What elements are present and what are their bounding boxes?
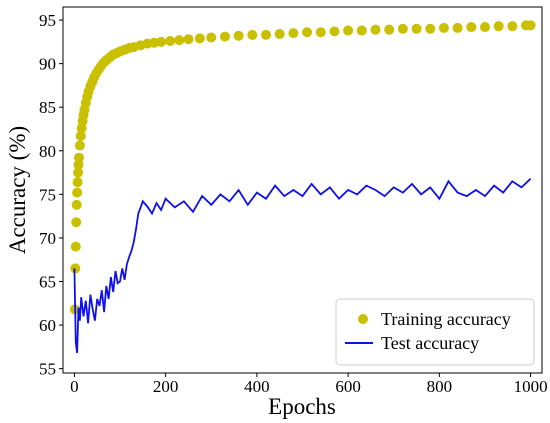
- training-accuracy-point: [384, 24, 395, 35]
- y-tick-label: 55: [39, 360, 56, 379]
- training-accuracy-point: [219, 31, 230, 42]
- x-axis-title: Epochs: [268, 394, 336, 419]
- y-tick-label: 90: [39, 55, 56, 74]
- training-accuracy-point: [288, 28, 299, 39]
- training-accuracy-point: [206, 32, 217, 43]
- x-tick-label: 1000: [514, 377, 548, 396]
- training-accuracy-point: [452, 22, 463, 33]
- training-accuracy-point: [72, 187, 83, 198]
- training-accuracy-point: [315, 27, 326, 38]
- x-tick-label: 200: [153, 377, 179, 396]
- y-tick-label: 70: [39, 229, 56, 248]
- training-accuracy-point: [70, 263, 81, 274]
- training-accuracy-point: [466, 22, 477, 33]
- training-accuracy-point: [507, 21, 518, 32]
- training-accuracy-point: [479, 22, 490, 33]
- y-axis-title: Accuracy (%): [5, 126, 30, 254]
- y-axis: 55 60 65 70 75 80 85 90 95: [39, 11, 63, 379]
- y-tick-label: 95: [39, 11, 56, 30]
- training-accuracy-point: [233, 30, 244, 41]
- training-accuracy-point: [247, 29, 258, 40]
- x-tick-label: 800: [427, 377, 453, 396]
- y-tick-label: 65: [39, 273, 56, 292]
- y-tick-label: 75: [39, 185, 56, 204]
- training-accuracy-point: [356, 25, 367, 36]
- training-accuracy-point: [302, 27, 313, 38]
- training-accuracy-point: [156, 36, 167, 47]
- x-tick-label: 0: [70, 377, 79, 396]
- training-accuracy-point: [370, 24, 381, 35]
- legend: Training accuracy Test accuracy: [335, 298, 535, 366]
- training-accuracy-point: [75, 130, 86, 141]
- training-accuracy-point: [438, 22, 449, 33]
- training-accuracy-point: [183, 34, 194, 45]
- training-accuracy-point: [74, 140, 85, 151]
- training-accuracy-point: [525, 20, 536, 31]
- training-accuracy-point: [194, 33, 205, 44]
- legend-training-label: Training accuracy: [381, 309, 511, 329]
- training-accuracy-point: [71, 199, 82, 210]
- training-accuracy-point: [343, 25, 354, 36]
- training-accuracy-point: [261, 29, 272, 40]
- x-tick-label: 600: [335, 377, 361, 396]
- legend-box: [335, 298, 535, 366]
- training-accuracy-point: [411, 23, 422, 34]
- training-accuracy-point: [72, 177, 83, 188]
- training-accuracy-point: [493, 21, 504, 32]
- training-accuracy-point: [329, 26, 340, 37]
- training-accuracy-point: [174, 35, 185, 46]
- training-accuracy-point: [71, 217, 82, 228]
- training-accuracy-point: [397, 23, 408, 34]
- training-accuracy-point: [73, 152, 84, 163]
- training-accuracy-point: [70, 241, 81, 252]
- legend-training-marker: [358, 314, 368, 324]
- y-tick-label: 85: [39, 98, 56, 117]
- y-tick-label: 60: [39, 316, 56, 335]
- training-accuracy-point: [165, 35, 176, 46]
- training-accuracy-point: [274, 29, 285, 40]
- x-tick-label: 400: [244, 377, 270, 396]
- x-axis: 0 200 400 600 800 1000: [70, 373, 548, 396]
- training-accuracy-point: [425, 23, 436, 34]
- y-tick-label: 80: [39, 142, 56, 161]
- test-accuracy-line: [73, 178, 532, 354]
- training-accuracy-point: [73, 167, 84, 178]
- training-accuracy-series: [69, 20, 536, 315]
- legend-test-label: Test accuracy: [381, 333, 479, 353]
